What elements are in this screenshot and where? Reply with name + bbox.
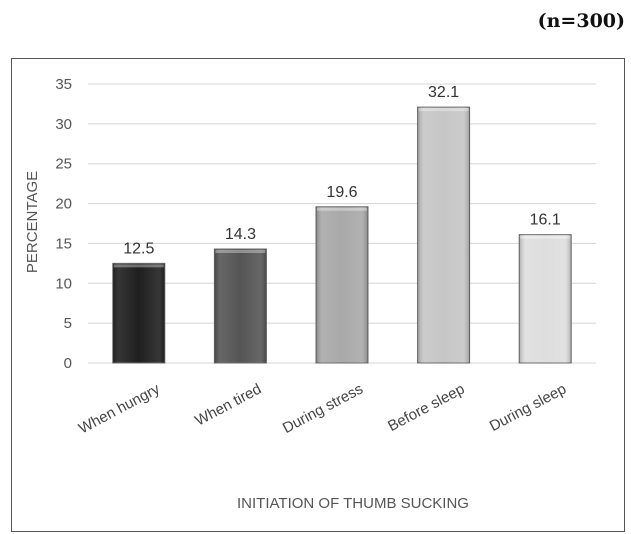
bar-highlight (113, 264, 164, 268)
bar-shading (417, 107, 470, 363)
bar-highlight (418, 108, 469, 112)
y-axis-title: PERCENTAGE (24, 171, 41, 273)
x-axis-title: INITIATION OF THUMB SUCKING (237, 495, 469, 512)
y-tick-label: 30 (55, 116, 72, 133)
y-tick-label: 25 (55, 156, 72, 173)
bar-shading (214, 249, 267, 363)
x-tick-label: Before sleep (385, 381, 467, 436)
bar-highlight (520, 235, 571, 239)
bar-shading (519, 234, 572, 363)
sample-size-note: (n=300) (537, 10, 625, 32)
x-tick-label: During stress (280, 381, 366, 437)
data-label: 16.1 (530, 212, 561, 229)
data-label: 32.1 (428, 84, 459, 101)
y-tick-label: 15 (55, 235, 72, 252)
y-tick-label: 5 (64, 315, 72, 332)
y-tick-label: 20 (55, 196, 72, 213)
data-label: 12.5 (123, 240, 154, 257)
x-tick-label: When hungry (76, 380, 163, 437)
data-label: 19.6 (326, 184, 357, 201)
y-tick-label: 35 (55, 76, 72, 93)
data-label: 14.3 (225, 226, 256, 243)
bar-highlight (215, 250, 266, 254)
bar-shading (112, 263, 165, 363)
x-tick-label: During sleep (487, 381, 569, 436)
bar-shading (316, 206, 368, 363)
x-tick-label: When tired (192, 381, 264, 430)
y-tick-label: 10 (55, 275, 72, 292)
y-tick-label: 0 (64, 355, 72, 372)
bar-highlight (317, 207, 367, 211)
